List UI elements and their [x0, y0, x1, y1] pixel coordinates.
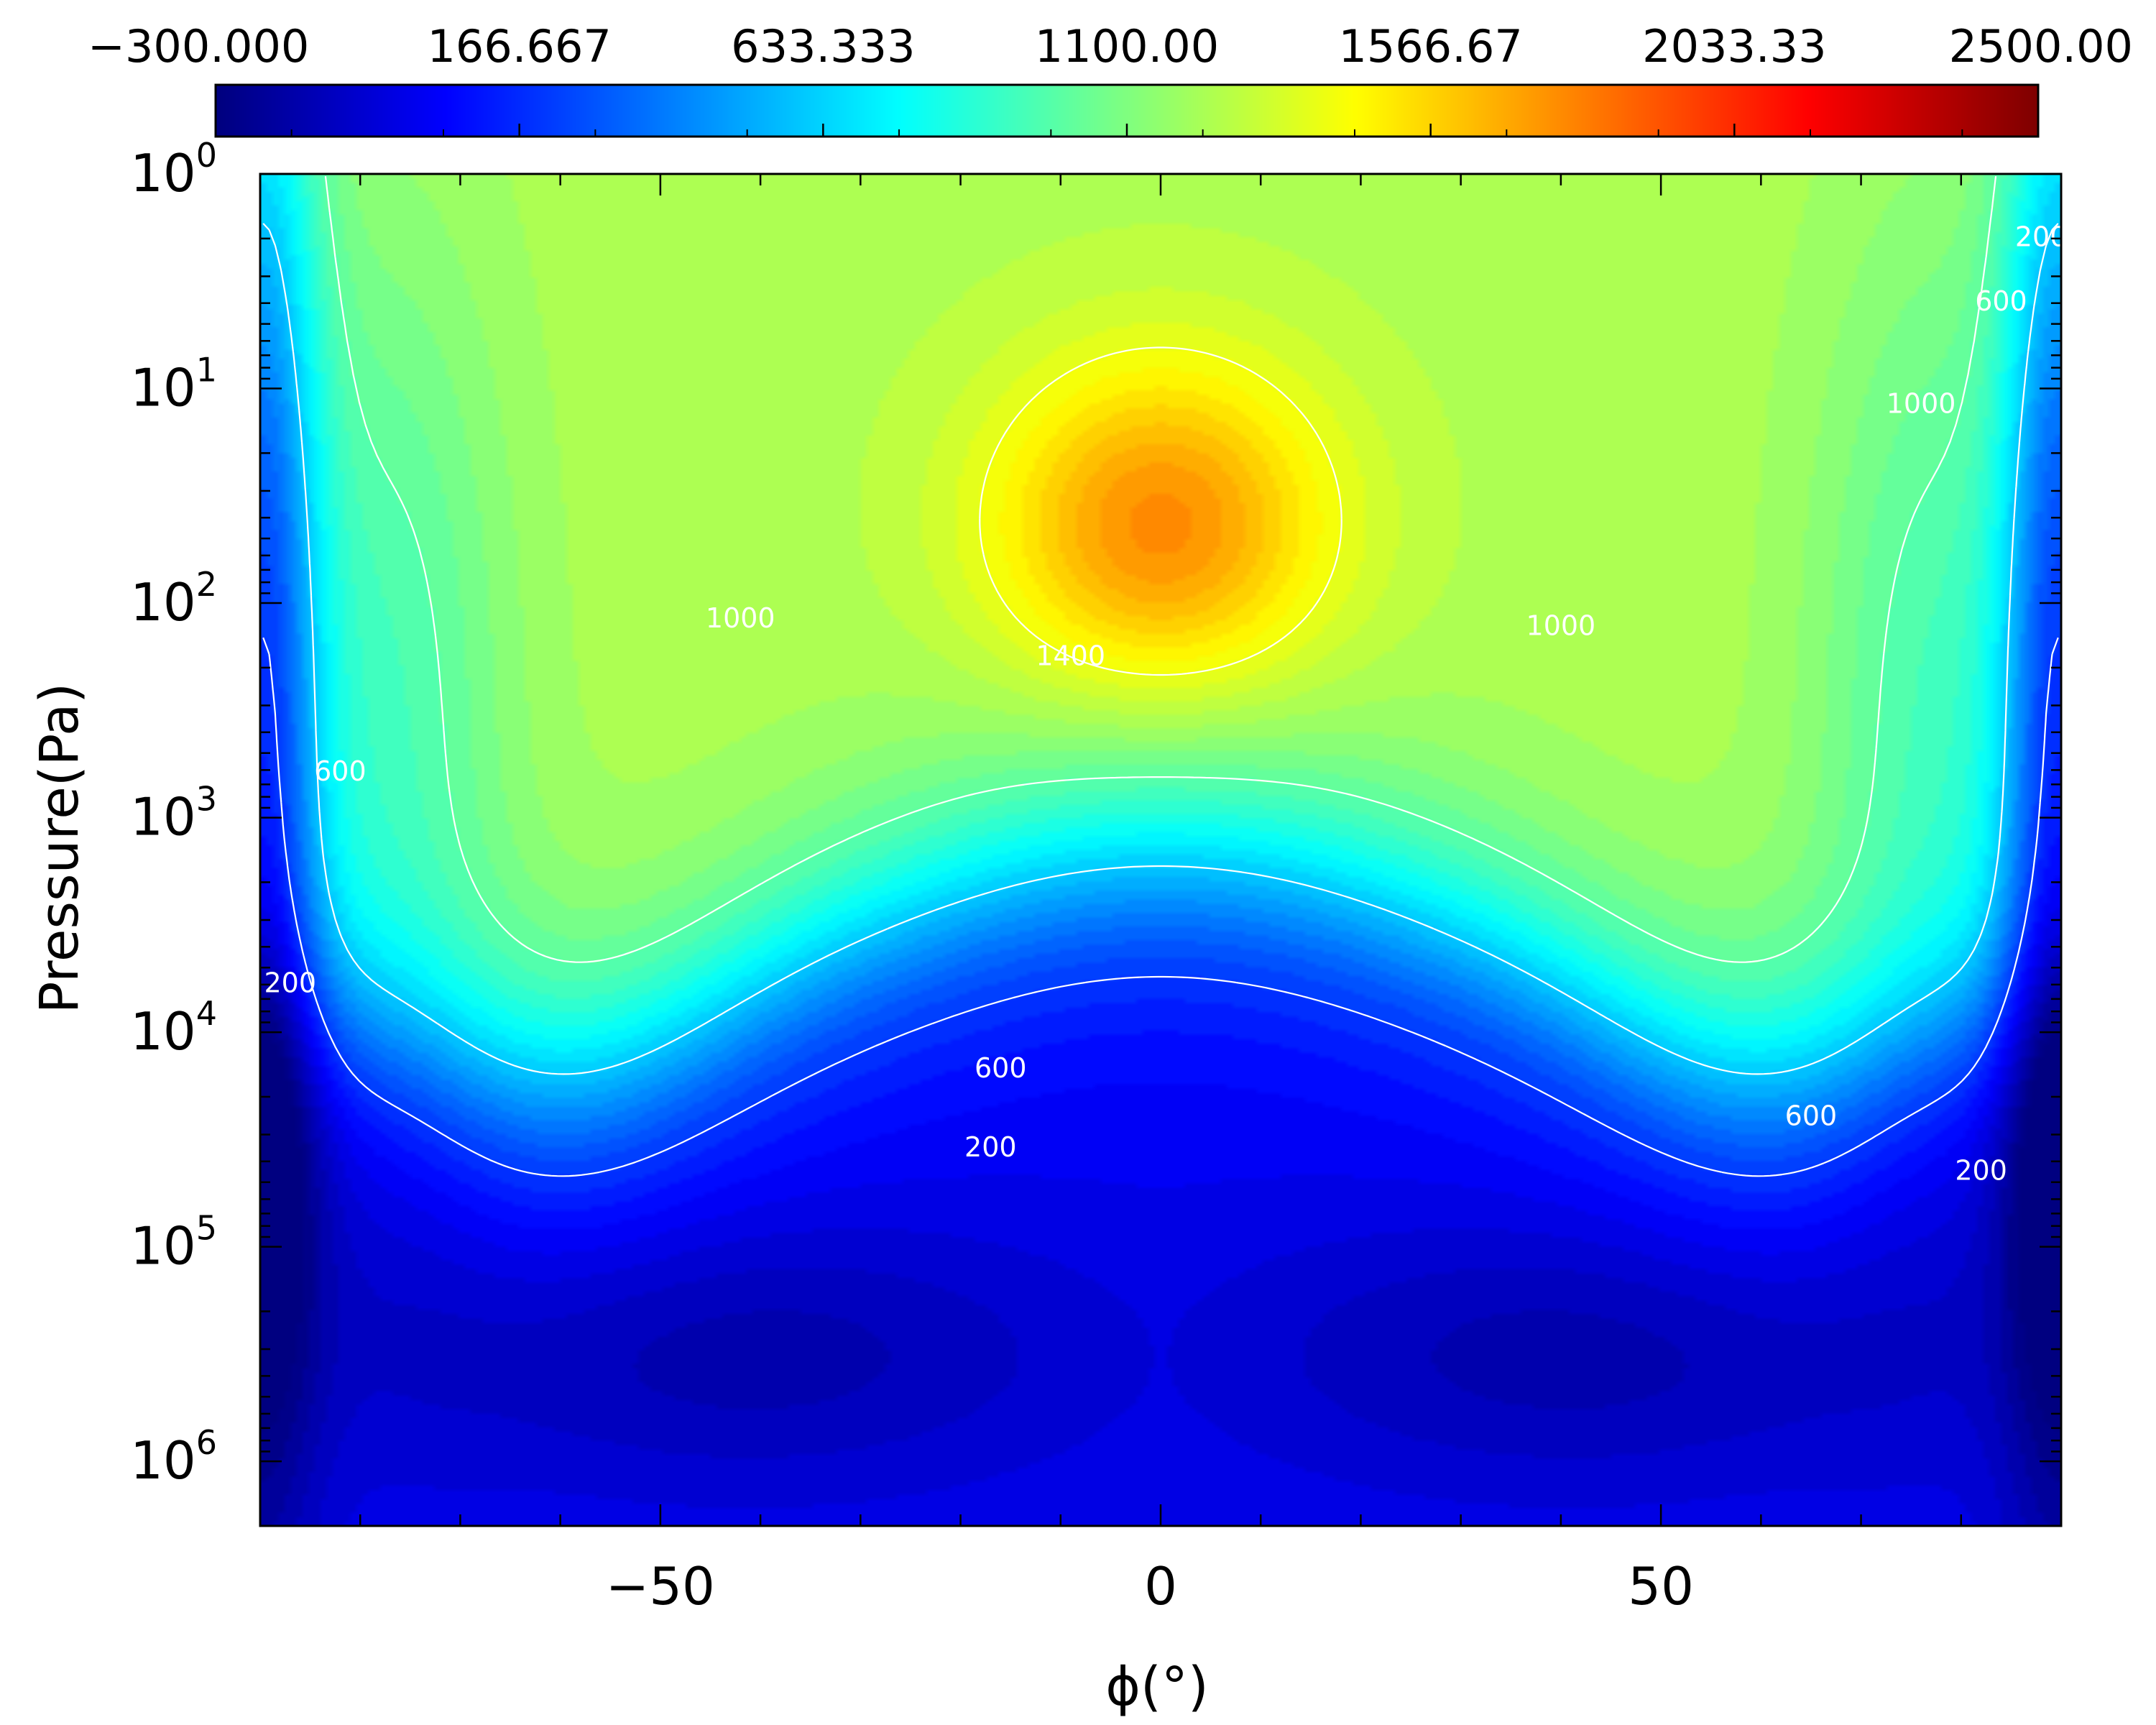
contour-label: 200 — [964, 1131, 1017, 1163]
contour-label: 200 — [2015, 221, 2068, 252]
contour-label: 1000 — [1526, 610, 1596, 642]
contour-labels: 1000 1400 1000 600 200 600 200 600 200 1000 600 200 — [264, 221, 2068, 1186]
y-axis-ticks — [260, 172, 2061, 1527]
contour-label: 600 — [1975, 285, 2027, 317]
plot-area: 1000140010006002006002006002001000600200… — [130, 136, 2067, 1616]
colorbar-tick-label: 166.667 — [427, 20, 611, 73]
contour-label: 200 — [1955, 1155, 2007, 1187]
y-tick-label: 104 — [130, 994, 217, 1062]
colorbar-tick-labels: −300.000 166.667 633.333 1100.00 1566.67 2033… — [88, 20, 2133, 73]
y-tick-label: 102 — [130, 565, 217, 632]
y-axis-label: Pressure(Pa) — [29, 683, 91, 1013]
colorbar: −300.000 166.667 633.333 1100.00 1566.67 2033… — [88, 20, 2133, 138]
contour-line-1400 — [979, 346, 1342, 676]
y-tick-label: 101 — [130, 351, 217, 418]
contour-label: 600 — [314, 755, 367, 787]
x-axis-ticks — [259, 174, 2063, 1526]
contour-label: 1000 — [706, 602, 775, 634]
contour-label: 1400 — [1036, 640, 1105, 672]
colorbar-tick-label: 2500.00 — [1949, 20, 2133, 73]
temperature-field — [260, 174, 2061, 1526]
colorbar-ticks — [214, 124, 2040, 137]
colorbar-tick-label: 1100.00 — [1035, 20, 1219, 73]
contour-label: 600 — [1785, 1100, 1838, 1131]
contour-line-200 — [262, 637, 2059, 1177]
x-tick-label: 50 — [1628, 1556, 1694, 1616]
colorbar-tick-label: 1566.67 — [1338, 20, 1522, 73]
colorbar-tick-label: 2033.33 — [1642, 20, 1826, 73]
contour-label: 600 — [975, 1052, 1027, 1084]
contour-lines — [262, 175, 2059, 1177]
y-axis-tick-labels: 100 101 102 103 104 105 106 — [130, 136, 217, 1491]
x-axis-tick-labels: −50 0 50 — [606, 1556, 1694, 1616]
colorbar-tick-label: −300.000 — [88, 20, 309, 73]
contour-label: 200 — [264, 967, 317, 998]
y-tick-label: 105 — [130, 1209, 217, 1276]
colorbar-tick-label: 633.333 — [731, 20, 915, 73]
x-tick-label: 0 — [1144, 1556, 1177, 1616]
x-axis-label: ϕ(°) — [1105, 1656, 1209, 1718]
contour-line-600 — [262, 223, 2059, 1075]
contour-label: 1000 — [1886, 388, 1956, 420]
contour-line-1000 — [324, 175, 1997, 963]
y-tick-label: 106 — [130, 1423, 217, 1491]
y-tick-label: 103 — [130, 780, 217, 847]
x-tick-label: −50 — [606, 1556, 715, 1616]
y-tick-label: 100 — [130, 136, 217, 203]
